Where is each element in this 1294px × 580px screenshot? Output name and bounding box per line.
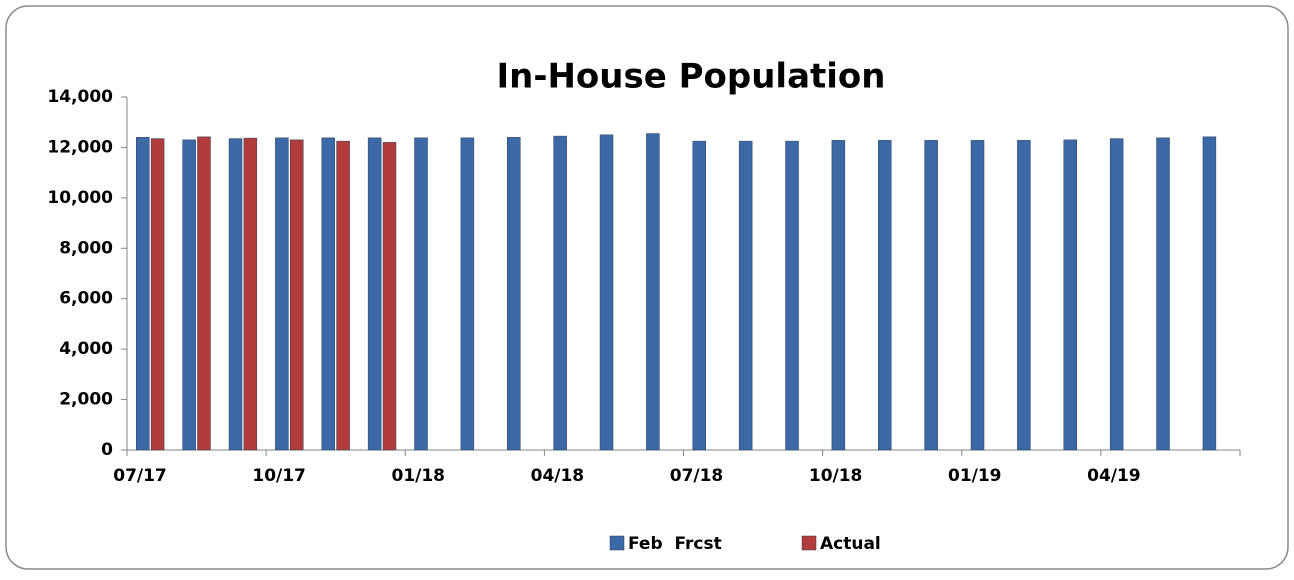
bar [275, 137, 289, 451]
bar [785, 140, 799, 451]
bar [367, 137, 382, 451]
y-tick-label: 4,000 [59, 339, 113, 359]
bar [414, 137, 428, 451]
y-tick-label: 8,000 [59, 238, 113, 258]
x-tick-label: 04/19 [1087, 466, 1141, 486]
bar [243, 137, 258, 451]
x-tick-label: 07/18 [670, 466, 724, 486]
legend-label: Actual [820, 534, 881, 554]
bar [182, 139, 196, 451]
bar [646, 133, 660, 451]
bar [336, 140, 350, 451]
y-tick-label: 6,000 [59, 289, 113, 309]
x-tick-label: 07/17 [113, 466, 167, 486]
bar [507, 137, 521, 451]
bar [970, 140, 985, 451]
bar [460, 137, 475, 451]
bar [136, 137, 150, 451]
bar [321, 137, 336, 451]
x-tick-label: 01/19 [948, 466, 1002, 486]
bar [738, 140, 753, 451]
y-tick-label: 12,000 [47, 137, 113, 157]
bar [831, 140, 846, 451]
x-tick-label: 01/18 [391, 466, 445, 486]
y-tick-label: 10,000 [47, 188, 113, 208]
bar [289, 139, 304, 451]
legend-swatch [609, 535, 625, 551]
bar [878, 140, 892, 451]
bar [1156, 137, 1170, 451]
bar [1063, 139, 1078, 451]
bar [1017, 140, 1031, 451]
bar [197, 136, 211, 451]
y-tick-label: 14,000 [47, 87, 113, 107]
y-tick-label: 2,000 [59, 390, 113, 410]
x-tick-label: 10/17 [252, 466, 306, 486]
bar [553, 135, 567, 451]
x-tick-label: 04/18 [531, 466, 585, 486]
bar [382, 142, 397, 451]
bar [1202, 136, 1217, 451]
bar [692, 140, 707, 451]
x-tick-label: 10/18 [809, 466, 863, 486]
legend-label: Feb Frcst [628, 534, 722, 554]
bar [599, 134, 614, 451]
y-tick-label: 0 [101, 440, 113, 460]
bar [924, 140, 938, 451]
bar [150, 138, 165, 451]
chart-title: In-House Population [496, 57, 885, 97]
legend-swatch [801, 535, 817, 551]
bar [1109, 138, 1124, 451]
bar [228, 138, 243, 451]
